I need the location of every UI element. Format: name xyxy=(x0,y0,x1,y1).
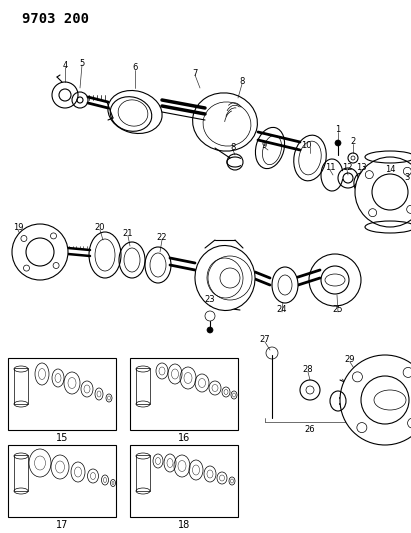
Text: 5: 5 xyxy=(79,59,85,68)
Ellipse shape xyxy=(272,267,298,303)
Text: 9703 200: 9703 200 xyxy=(22,12,89,26)
Text: 10: 10 xyxy=(301,141,311,149)
Bar xyxy=(8,358,116,430)
Bar xyxy=(136,455,150,491)
Text: 11: 11 xyxy=(325,164,335,173)
Text: 28: 28 xyxy=(302,366,313,375)
Bar xyxy=(136,368,150,404)
Bar xyxy=(14,368,28,404)
Bar xyxy=(130,445,238,517)
Text: 20: 20 xyxy=(95,223,105,232)
Circle shape xyxy=(355,157,411,227)
Text: 23: 23 xyxy=(205,295,215,304)
Text: 16: 16 xyxy=(178,433,190,443)
Text: 18: 18 xyxy=(178,520,190,530)
Text: 25: 25 xyxy=(333,305,343,314)
Bar xyxy=(8,445,116,517)
Text: 9: 9 xyxy=(261,141,267,149)
Text: 8: 8 xyxy=(230,143,236,152)
Text: 13: 13 xyxy=(356,164,366,173)
Text: 15: 15 xyxy=(56,433,68,443)
Text: 29: 29 xyxy=(345,356,355,365)
Text: 2: 2 xyxy=(350,138,356,147)
Text: 6: 6 xyxy=(132,63,138,72)
Text: 14: 14 xyxy=(385,166,395,174)
Text: 19: 19 xyxy=(13,223,23,232)
Text: 21: 21 xyxy=(123,230,133,238)
Text: 22: 22 xyxy=(157,233,167,243)
Text: 26: 26 xyxy=(305,425,315,434)
Bar xyxy=(130,358,238,430)
Text: 8: 8 xyxy=(239,77,245,86)
Text: 12: 12 xyxy=(342,164,352,173)
Circle shape xyxy=(335,140,341,146)
Text: 1: 1 xyxy=(335,125,341,134)
Circle shape xyxy=(12,224,68,280)
Text: 27: 27 xyxy=(260,335,270,344)
Ellipse shape xyxy=(195,246,255,311)
Text: 4: 4 xyxy=(62,61,68,69)
Text: 17: 17 xyxy=(56,520,68,530)
Text: 3: 3 xyxy=(404,174,410,182)
Circle shape xyxy=(340,355,411,445)
Text: 24: 24 xyxy=(277,305,287,314)
Bar xyxy=(14,455,28,491)
Circle shape xyxy=(207,327,213,333)
Text: 7: 7 xyxy=(192,69,198,77)
